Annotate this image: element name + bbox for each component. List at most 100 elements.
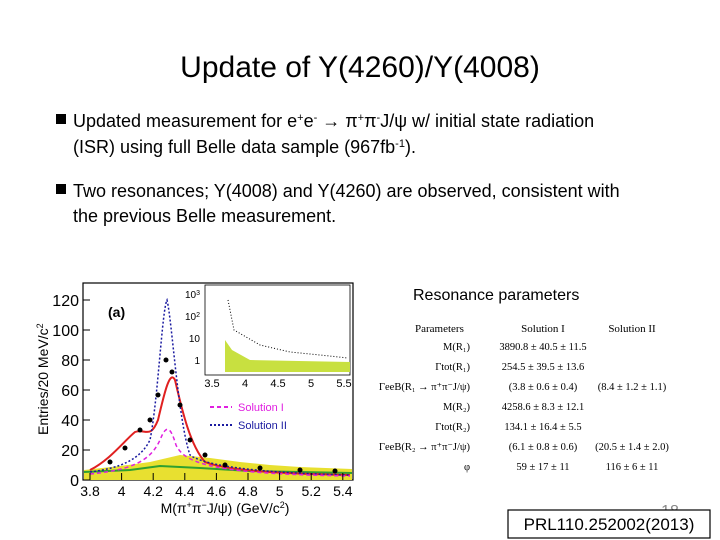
inset-x-tick-label: 4.5 [270,378,285,390]
table-header: Parameters [415,323,464,335]
table-parameter: M(R₁) [443,342,470,353]
table-title: Resonance parameters [413,287,579,304]
superscript: - [377,112,381,124]
table-cell: 3890.8 ± 40.5 ± 11.5 [499,342,586,353]
slide-title: Update of Y(4260)/Y(4008) [180,51,540,84]
superscript: − [201,500,206,510]
text-run: J/ψ) (GeV/c [207,500,280,516]
bullet-marker [56,184,66,194]
table-parameter: Γtot(R₁) [435,362,470,373]
inset-points [227,299,349,359]
text-run: ). [405,137,416,157]
bullet-text: Updated measurement for e+e- → π+π-J/ψ w… [73,111,594,131]
bullet-list: Updated measurement for e+e- → π+π-J/ψ w… [73,111,620,226]
inset-y-tick-label: 102 [185,312,200,324]
fit-curve [89,376,351,476]
x-tick-label: 5.4 [333,483,353,499]
table-parameter: ΓeeB(R₁ → π⁺π⁻J/ψ) [379,382,471,393]
table-header: Solution I [521,323,565,335]
x-tick-label: 5.2 [301,483,321,499]
table-parameter: Γtot(R₂) [435,422,470,433]
superscript: + [187,500,192,510]
y-tick-label: 0 [70,473,79,490]
x-tick-label: 4.4 [175,483,195,499]
figure-text: (a) 0 20 40 60 80 100 120 3.8 4 4.2 4.4 4.6 4.8 5 5.2 5.… [35,290,353,517]
inset-y-tick-label: 10 [189,334,201,345]
table-cell: 4258.6 ± 8.3 ± 12.1 [502,402,584,413]
y-tick-label: 100 [52,323,79,340]
solution-1-curve [89,428,351,477]
inset-x-tick-label: 5 [308,378,314,390]
y-tick-label: 20 [61,443,79,460]
table-parameter: φ [464,462,470,473]
bullet-text: (ISR) using full Belle data sample (967f… [73,137,416,157]
table-header: Solution II [608,323,656,335]
text-run: 1 [194,356,200,367]
x-tick-label: 4 [118,483,126,499]
table-cell: 59 ± 17 ± 11 [516,462,569,473]
table-cell: (3.8 ± 0.6 ± 0.4) [509,382,578,393]
text-run: π [364,111,376,131]
bullet-text: the previous Belle measurement. [73,206,336,226]
text-run: → π [317,111,357,131]
legend-label: Solution I [238,402,284,414]
text-run: 10 [185,290,197,301]
parameter-table: Parameters Solution I Solution II M(R₁) 3890… [379,323,669,473]
x-tick-label: 3.8 [80,483,100,499]
text-run: Entries/20 MeV/c [35,328,51,435]
table-cell: 116 ± 6 ± 11 [606,462,659,473]
x-tick-label: 4.2 [143,483,163,499]
text-run: 10 [189,334,201,345]
y-tick-label: 60 [61,383,79,400]
text-run: ) [285,500,290,516]
text-run: M(π [161,500,187,516]
superscript: -1 [395,138,405,150]
inset-histogram [225,340,350,372]
y-tick-label: 120 [52,293,79,310]
superscript: - [314,112,318,124]
inset-y-tick-label: 103 [185,290,200,302]
data-points [107,357,338,474]
bullet-marker [56,114,66,124]
text-run: J/ψ w/ initial state radiation [380,111,594,131]
table-cell: 134.1 ± 16.4 ± 5.5 [504,422,581,433]
superscript: + [297,112,303,124]
reference: PRL110.252002(2013) [524,515,695,534]
superscript: + [358,112,364,124]
y-tick-label: 40 [61,413,79,430]
text-run: the previous Belle measurement. [73,206,336,226]
x-tick-label: 4.8 [238,483,258,499]
bullet-text: Two resonances; Y(4008) and Y(4260) are … [73,181,620,201]
superscript: 3 [196,290,200,297]
superscript: 2 [196,312,200,319]
inset-x-tick-label: 3.5 [204,378,219,390]
inset-y-tick-label: 1 [194,356,200,367]
superscript: 2 [35,323,45,328]
table-parameter: M(R₂) [443,402,470,413]
table-cell: 254.5 ± 39.5 ± 13.6 [502,362,584,373]
inset-x-tick-label: 4 [242,378,248,390]
text-run: π [192,500,202,516]
text-run: e [304,111,314,131]
table-cell: (20.5 ± 1.4 ± 2.0) [595,442,669,453]
text-run: Two resonances; Y(4008) and Y(4260) are … [73,181,620,201]
panel-label: (a) [108,304,125,320]
reference-box [507,509,711,539]
y-tick-label: 80 [61,353,79,370]
x-tick-label: 5 [276,483,284,499]
x-axis-label: M(π+π−J/ψ) (GeV/c2) [161,500,290,516]
table-parameter: ΓeeB(R₂ → π⁺π⁻J/ψ) [379,442,471,453]
text-run: (ISR) using full Belle data sample (967f… [73,137,395,157]
table-cell: (6.1 ± 0.8 ± 0.6) [509,442,578,453]
text-run: 10 [185,312,197,323]
text-run: Updated measurement for e [73,111,297,131]
solution-2-curve [89,297,351,476]
figure [82,282,354,481]
table-cell: (8.4 ± 1.2 ± 1.1) [598,382,667,393]
superscript: 2 [280,500,285,510]
x-tick-label: 4.6 [207,483,227,499]
legend-label: Solution II [238,420,287,432]
inset-x-tick-label: 5.5 [336,378,351,390]
y-axis-label: Entries/20 MeV/c2 [35,323,51,435]
